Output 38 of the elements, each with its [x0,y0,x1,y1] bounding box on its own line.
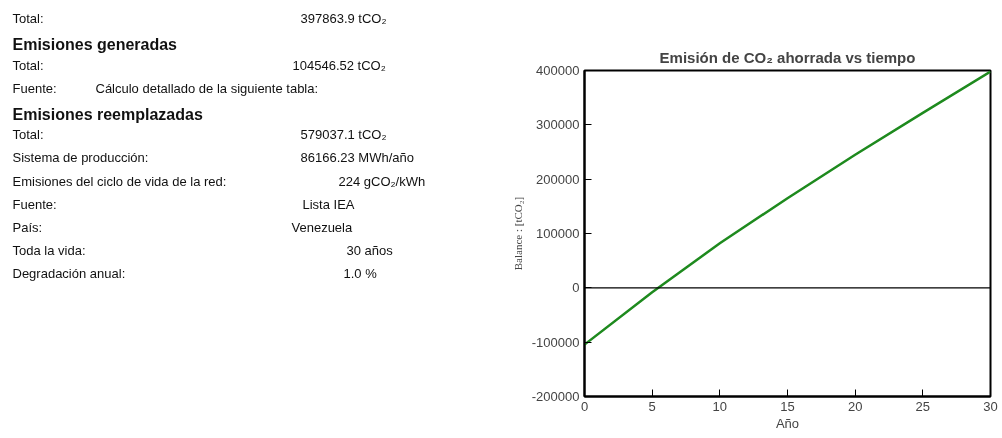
y-tick-label: 300000 [536,117,580,133]
text: Emisiones reemplazadas [12,106,203,123]
text: 579037.1 tCO₂ [300,127,387,142]
text: Cálculo detallado de la siguiente tabla: [95,81,319,96]
text: 224 gCO₂/kWh [338,174,426,189]
x-tick-label: 20 [847,398,863,414]
text: Degradación anual: [12,266,126,281]
text: Emisiones generadas [12,36,178,53]
x-tick-label: 10 [712,398,728,414]
y-tick-label: -200000 [531,389,580,404]
x-tick-label: 15 [780,398,795,414]
text: Toda la vida: [12,243,86,258]
text: Total: [12,58,44,73]
text: Emisiones del ciclo de vida de la red: [12,174,227,189]
y-tick-label: 100000 [536,226,580,241]
y-tick-label: 0 [572,280,580,296]
text: 86166.23 MWh/año [300,150,414,165]
source-note: Fuente: [12,197,57,212]
y-axis-title: Balance : [tCO₂] [511,196,524,271]
text: 30 años [346,243,394,258]
y-tick-label: 400000 [536,63,580,78]
y-tick-label: 200000 [536,171,580,187]
text: Total: [12,127,44,142]
y-tick-label: -100000 [531,334,580,350]
text: 397863.9 tCO₂ [300,11,387,26]
text: Sistema de producción: [12,150,149,165]
text: 104546.52 tCO₂ [292,58,386,73]
x-tick-label: 5 [648,398,656,414]
x-axis-title: Año [775,415,800,431]
text: Total: [12,11,44,26]
source-note: Fuente: [12,81,57,96]
text: Venezuela [291,220,353,235]
chart-title: Emisión de CO₂ ahorrada vs tiempo [659,48,916,66]
x-tick-label: 30 [983,398,998,414]
x-tick-label: 25 [915,398,931,414]
text: 1.0 % [343,266,378,281]
text: País: [12,220,43,235]
text: Lista IEA [302,197,355,212]
